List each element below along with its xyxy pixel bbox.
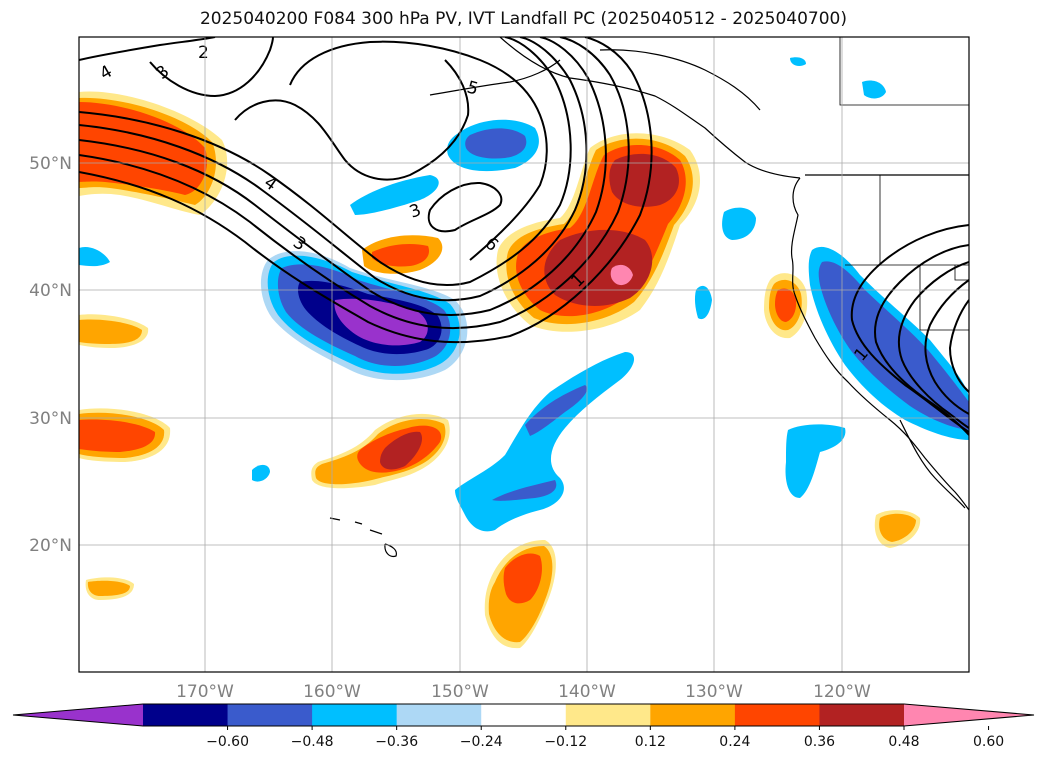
colorbar-bin [565, 704, 651, 726]
lon-label-150w: 150°W [431, 682, 489, 702]
colorbar-bin [143, 704, 229, 726]
colorbar-tick-label: −0.60 [206, 734, 249, 750]
lon-label-160w: 160°W [303, 682, 361, 702]
colorbar-outline [12, 703, 1035, 727]
colorbar-tick-label: −0.12 [544, 734, 587, 750]
lat-labels: 50°N 40°N 30°N 20°N [29, 154, 72, 556]
colorbar-tick-label: 0.60 [973, 734, 1004, 750]
colorbar-tick-label: 0.12 [635, 734, 666, 750]
lat-label-30n: 30°N [29, 409, 72, 429]
lat-label-40n: 40°N [29, 281, 72, 301]
pv-contours [79, 37, 969, 436]
map-plot-area: 4 2 3 5 4 3 3 6 1 1 [79, 37, 969, 672]
lon-label-130w: 130°W [685, 682, 743, 702]
lon-labels: 170°W 160°W 150°W 140°W 130°W 120°W [176, 682, 871, 702]
lat-label-50n: 50°N [29, 154, 72, 174]
colorbar-bin [396, 704, 482, 726]
colorbar-tick-label: 0.36 [804, 734, 835, 750]
colorbar-extend-max [904, 704, 1034, 726]
lat-label-20n: 20°N [29, 536, 72, 556]
gridlines [79, 37, 969, 672]
lon-label-140w: 140°W [558, 682, 616, 702]
colorbar-tick-label: −0.48 [291, 734, 334, 750]
colorbar-tick-label: 0.48 [888, 734, 919, 750]
contour-label-2: 2 [198, 43, 209, 63]
map-frame [78, 36, 970, 673]
colorbar-bin [650, 704, 736, 726]
map-title: 2025040200 F084 300 hPa PV, IVT Landfall… [199, 9, 847, 29]
colorbar-extend-min [13, 704, 143, 726]
contour-label-5: 5 [465, 78, 481, 100]
lon-label-120w: 120°W [813, 682, 871, 702]
colorbar-bin [227, 704, 313, 726]
coastlines [329, 37, 969, 558]
colorbar: −0.60 −0.48 −0.36 −0.24 −0.12 0.12 0.24 0.36 0.4… [12, 703, 1035, 750]
colorbar-tick-label: −0.24 [460, 734, 503, 750]
colorbar-bin [734, 704, 820, 726]
lon-label-170w: 170°W [176, 682, 234, 702]
colorbar-tick-label: −0.36 [375, 734, 418, 750]
colorbar-bin [312, 704, 398, 726]
colorbar-tick-label: 0.24 [719, 734, 750, 750]
colorbar-bin [819, 704, 905, 726]
colorbar-bin [481, 704, 567, 726]
